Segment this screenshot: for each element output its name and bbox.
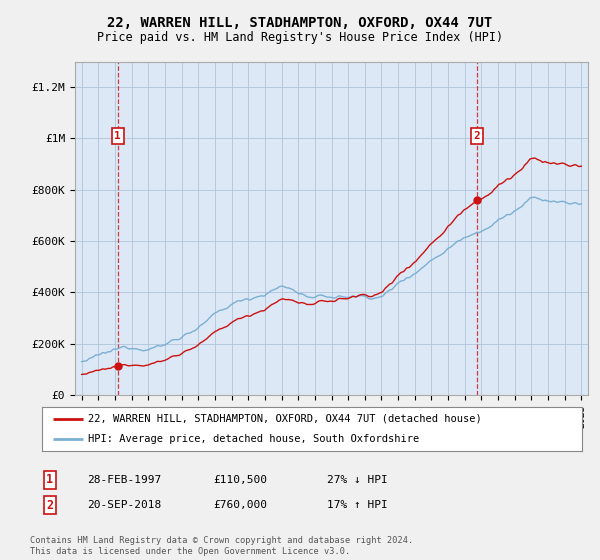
Text: £110,500: £110,500 [213,475,267,485]
Text: 22, WARREN HILL, STADHAMPTON, OXFORD, OX44 7UT: 22, WARREN HILL, STADHAMPTON, OXFORD, OX… [107,16,493,30]
Text: 17% ↑ HPI: 17% ↑ HPI [327,500,388,510]
Text: 27% ↓ HPI: 27% ↓ HPI [327,475,388,485]
Text: £760,000: £760,000 [213,500,267,510]
Text: Contains HM Land Registry data © Crown copyright and database right 2024.
This d: Contains HM Land Registry data © Crown c… [30,536,413,556]
Text: HPI: Average price, detached house, South Oxfordshire: HPI: Average price, detached house, Sout… [88,434,419,444]
Text: 20-SEP-2018: 20-SEP-2018 [87,500,161,510]
Text: 1: 1 [115,131,121,141]
Text: 2: 2 [473,131,480,141]
Text: 2: 2 [46,498,53,512]
Text: 22, WARREN HILL, STADHAMPTON, OXFORD, OX44 7UT (detached house): 22, WARREN HILL, STADHAMPTON, OXFORD, OX… [88,414,482,424]
Text: 1: 1 [46,473,53,487]
Text: 28-FEB-1997: 28-FEB-1997 [87,475,161,485]
Text: Price paid vs. HM Land Registry's House Price Index (HPI): Price paid vs. HM Land Registry's House … [97,31,503,44]
